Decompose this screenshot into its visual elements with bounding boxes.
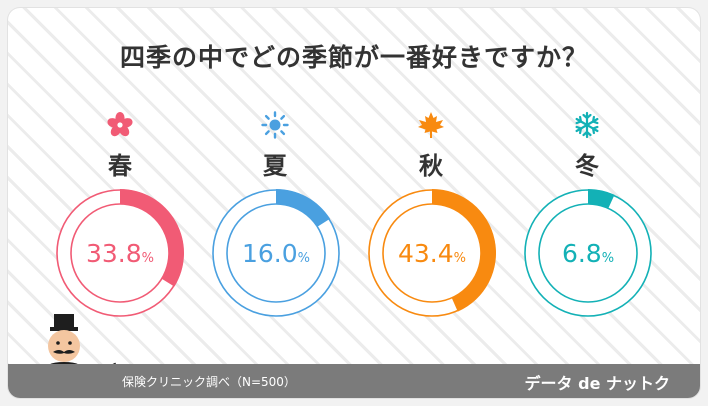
snowflake-icon [517, 110, 657, 140]
sun-icon [205, 110, 345, 140]
season-name-autumn: 秋 [419, 152, 443, 180]
donut-segment-spring [120, 189, 184, 287]
percent-label-winter: 6.8% [562, 239, 614, 268]
season-name-spring: 春 [108, 152, 132, 180]
footer-bar: 保険クリニック調べ（N=500） データ de ナットク [8, 364, 700, 398]
donut-autumn: 43.4% [365, 186, 499, 320]
donut-svg-autumn: 43.4% [368, 189, 496, 317]
infographic-card: 四季の中でどの季節が一番好きですか？ 春 [8, 8, 700, 398]
percent-value-winter: 6.8 [562, 239, 602, 268]
donut-svg-spring: 33.8% [56, 189, 184, 317]
donut-summer: 16.0% [209, 186, 343, 320]
percent-label-autumn: 43.4% [398, 239, 466, 268]
sakura-icon [50, 110, 190, 140]
season-autumn: 秋 [361, 110, 501, 180]
maple-leaf-icon [361, 110, 501, 140]
season-spring: 春 [50, 110, 190, 180]
percent-unit-winter: % [602, 251, 614, 266]
brand-logo: データ de ナットク [524, 374, 670, 393]
season-name-winter: 冬 [575, 152, 599, 180]
percent-unit-spring: % [142, 251, 154, 266]
donut-segment-autumn [432, 189, 496, 312]
donut-winter: 6.8% [521, 186, 655, 320]
percent-value-summer: 16.0 [242, 239, 298, 268]
donut-segment-summer [276, 189, 331, 227]
season-name-summer: 夏 [263, 152, 287, 180]
donut-segment-winter [588, 189, 615, 209]
percent-label-spring: 33.8% [86, 239, 154, 268]
donut-svg-winter: 6.8% [524, 189, 652, 317]
chart-title: 四季の中でどの季節が一番好きですか？ [119, 43, 588, 72]
donut-spring: 33.8% [53, 186, 187, 320]
season-summer: 夏 [205, 110, 345, 180]
percent-unit-summer: % [298, 251, 310, 266]
percent-label-summer: 16.0% [242, 239, 310, 268]
source-note: 保険クリニック調べ（N=500） [122, 375, 296, 389]
donut-svg-summer: 16.0% [212, 189, 340, 317]
percent-value-autumn: 43.4 [398, 239, 454, 268]
percent-unit-autumn: % [454, 251, 466, 266]
season-winter: 冬 [517, 110, 657, 180]
percent-value-spring: 33.8 [86, 239, 142, 268]
